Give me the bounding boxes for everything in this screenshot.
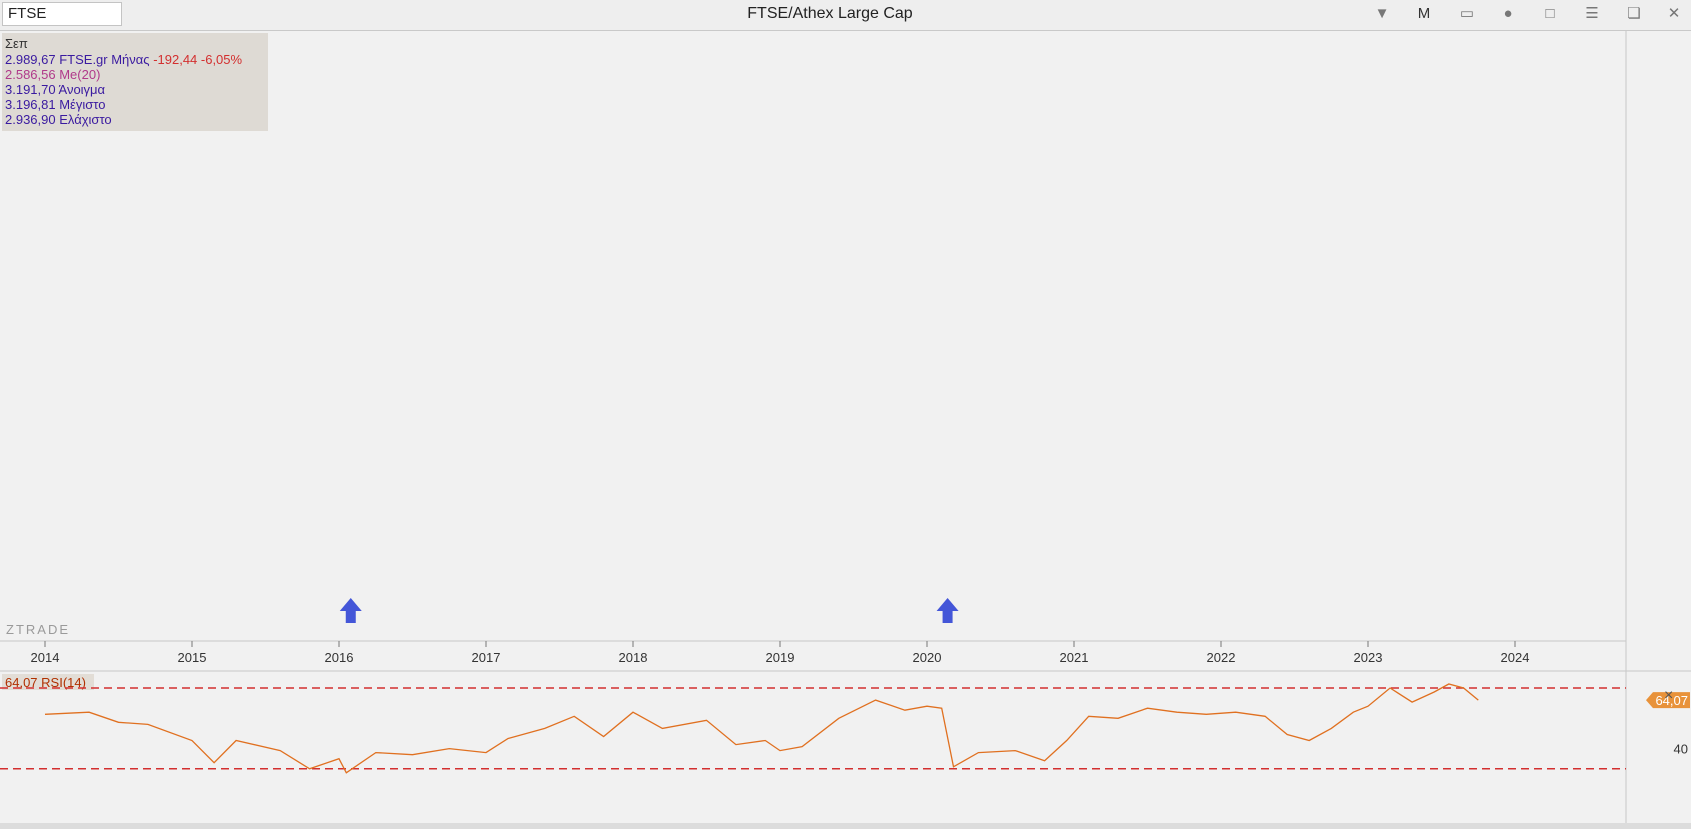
svg-text:64,07: 64,07 — [1655, 693, 1688, 708]
period-button[interactable]: M — [1417, 5, 1431, 22]
chart-title: FTSE/Athex Large Cap — [747, 5, 913, 22]
lock-icon[interactable]: □ — [1545, 5, 1555, 22]
legend-line: 3.191,70 Άνοιγμα — [5, 82, 106, 97]
rsi-label-box — [2, 674, 94, 690]
window-icon[interactable]: ▭ — [1459, 5, 1475, 22]
symbol-input[interactable]: FTSE — [2, 2, 122, 26]
x-tick-label: 2019 — [766, 650, 795, 665]
x-tick-label: 2018 — [619, 650, 648, 665]
legend-line: 2.586,56 Me(20) — [5, 67, 100, 82]
reversal-arrow-icon — [936, 598, 959, 623]
comment-icon[interactable]: ● — [1503, 5, 1513, 22]
x-tick-label: 2022 — [1207, 650, 1236, 665]
legend-box — [2, 33, 268, 131]
restore-icon[interactable]: ❏ — [1627, 5, 1641, 22]
reversal-arrow-icon — [339, 598, 362, 623]
markers — [339, 598, 959, 623]
rsi-line — [44, 683, 1479, 774]
x-tick-label: 2023 — [1354, 650, 1383, 665]
close-rsi-icon[interactable]: × — [1664, 687, 1673, 704]
legend-line: 2.936,90 Ελάχιστο — [5, 112, 112, 127]
chevron-down-icon[interactable]: ▼ — [1374, 5, 1390, 22]
x-axis: 2014 2015 2016 2017 2018 2019 2020 2021 2022 2023… — [0, 640, 1626, 665]
x-tick-label: 2014 — [31, 650, 60, 665]
x-tick-label: 2021 — [1060, 650, 1089, 665]
watermark: ZTRADE — [6, 622, 70, 637]
rsi-pane: 40 64,07 — [0, 683, 1690, 774]
x-tick-label: 2015 — [178, 650, 207, 665]
legend-header: Σεπ — [5, 36, 28, 51]
legend-lines: 2.989,67 FTSE.gr Μήνας -192,44 -6,05%2.5… — [5, 52, 243, 127]
x-tick-label: 2024 — [1501, 650, 1530, 665]
top-toolbar: FTSE FTSE/Athex Large Cap ▼ M ▭ ● □ ☰ ❏ … — [0, 0, 1691, 31]
legend-line: 3.196,81 Μέγιστο — [5, 97, 105, 112]
rsi-tick-label: 40 — [1674, 742, 1688, 757]
x-tick-label: 2020 — [913, 650, 942, 665]
x-tick-label: 2017 — [472, 650, 501, 665]
x-tick-label: 2016 — [325, 650, 354, 665]
legend-line: 2.989,67 FTSE.gr Μήνας -192,44 -6,05% — [5, 52, 243, 67]
menu-icon[interactable]: ☰ — [1585, 5, 1599, 22]
close-icon[interactable]: ✕ — [1667, 5, 1681, 22]
rsi-label: 64,07 RSI(14) — [5, 675, 86, 690]
scrollbar[interactable] — [0, 823, 1691, 829]
rsi-badge: 64,07 — [1646, 692, 1690, 709]
